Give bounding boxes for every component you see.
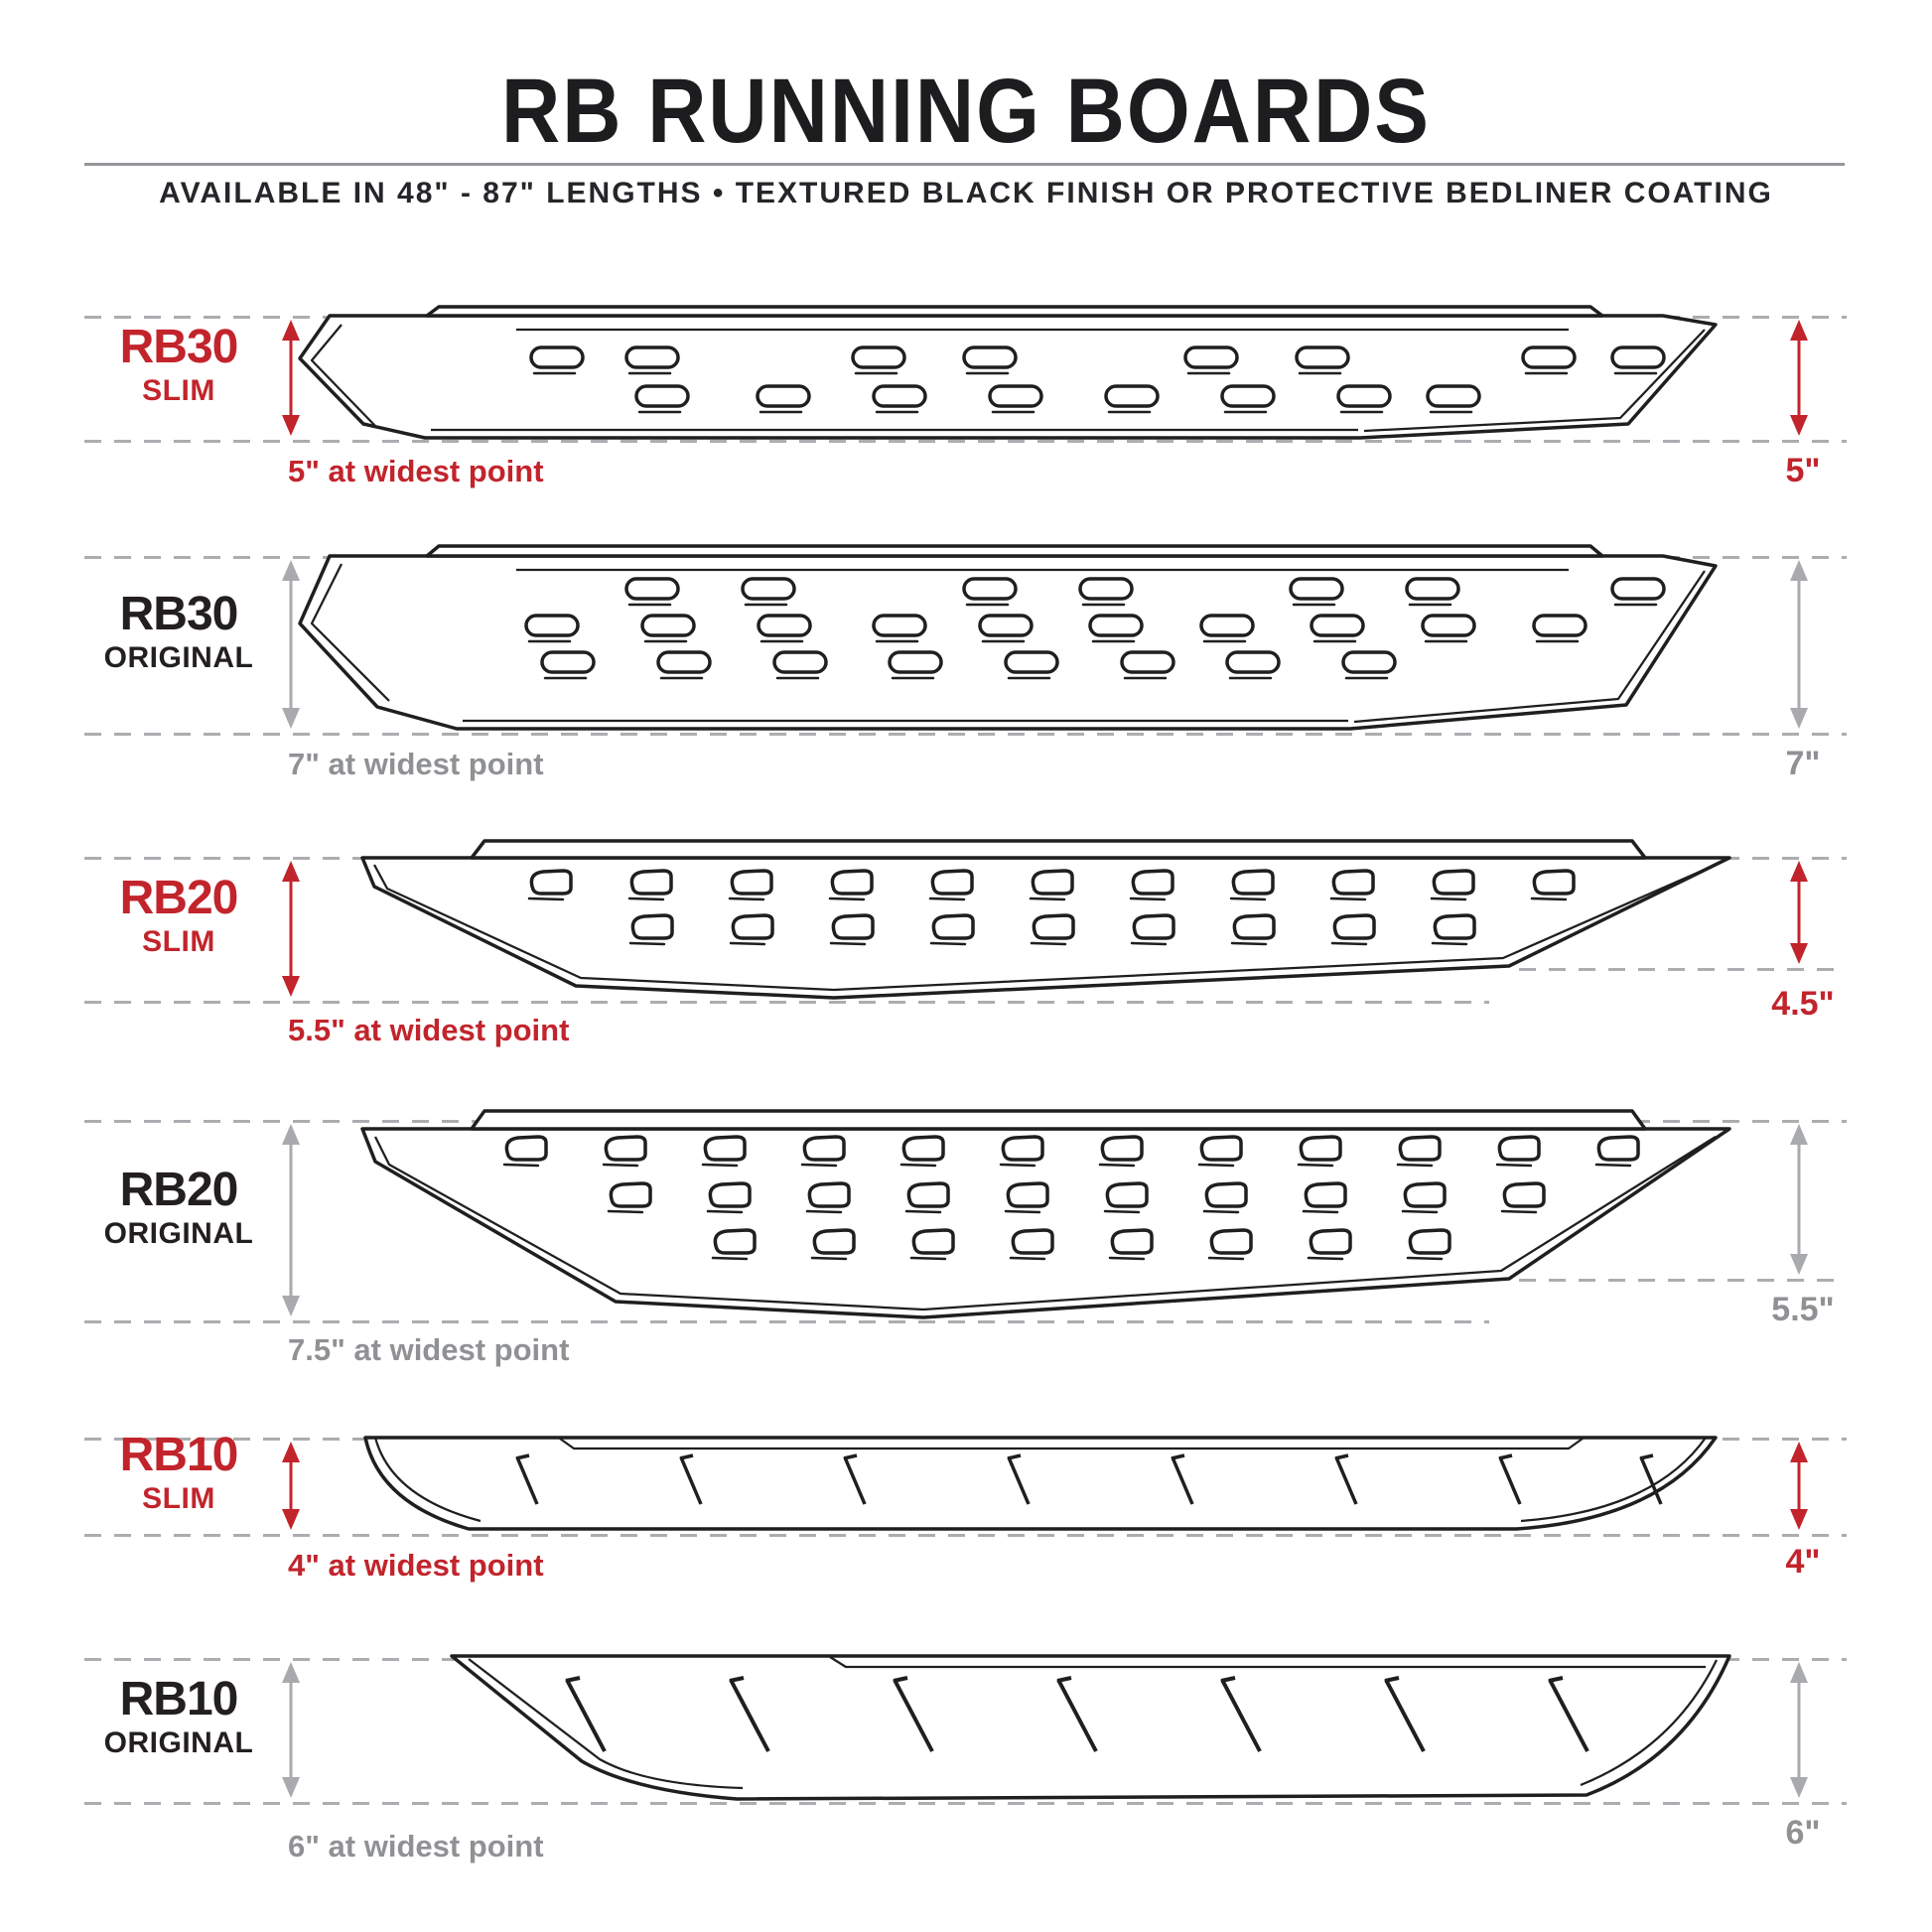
rb10-slim-drawing	[363, 1436, 1718, 1531]
rb20-original-drawing	[360, 1109, 1731, 1319]
dimension-arrow-icon	[282, 560, 300, 729]
right-height-label: 4"	[1785, 1543, 1821, 1581]
guide-dashline	[84, 1001, 1489, 1004]
board-variant: ORIGINAL	[103, 1726, 254, 1759]
dimension-arrow-icon	[282, 320, 300, 436]
dimension-arrow-icon	[1790, 560, 1808, 729]
rb20-slim-drawing	[360, 839, 1731, 1000]
rb10-original-drawing	[450, 1654, 1731, 1801]
rb30-original-drawing	[298, 544, 1718, 731]
dimension-arrow-icon	[1790, 1442, 1808, 1530]
widest-point-label: 5" at widest point	[288, 454, 544, 488]
page-subtitle: AVAILABLE IN 48" - 87" LENGTHS • TEXTURE…	[159, 177, 1773, 209]
dimension-arrow-icon	[1790, 861, 1808, 964]
right-height-label: 5"	[1785, 452, 1821, 489]
widest-point-label: 5.5" at widest point	[288, 1013, 570, 1047]
board-variant: SLIM	[142, 1482, 215, 1515]
board-label: RB10 ORIGINAL	[55, 1674, 303, 1761]
board-name: RB20	[119, 872, 239, 924]
guide-dashline	[84, 733, 1847, 736]
board-name: RB20	[119, 1164, 239, 1216]
rb30-slim-drawing	[298, 305, 1718, 440]
right-height-label: 7"	[1785, 745, 1821, 782]
guide-dashline	[84, 440, 1847, 443]
widest-point-label: 7.5" at widest point	[288, 1332, 570, 1367]
board-label: RB20 ORIGINAL	[55, 1165, 303, 1252]
board-name: RB10	[119, 1429, 239, 1481]
board-name: RB10	[119, 1673, 239, 1725]
dimension-arrow-icon	[282, 1124, 300, 1316]
guide-dashline	[84, 1320, 1489, 1323]
board-label: RB30 ORIGINAL	[55, 589, 303, 676]
header-divider	[84, 163, 1845, 166]
dimension-arrow-icon	[1790, 320, 1808, 436]
dimension-arrow-icon	[282, 1442, 300, 1530]
widest-point-label: 4" at widest point	[288, 1548, 544, 1583]
right-height-label: 6"	[1785, 1814, 1821, 1852]
board-variant: SLIM	[142, 374, 215, 407]
guide-dashline	[1519, 968, 1847, 971]
page-title: RB RUNNING BOARDS	[501, 61, 1431, 163]
board-variant: ORIGINAL	[103, 1217, 254, 1250]
widest-point-label: 6" at widest point	[288, 1829, 544, 1863]
board-variant: SLIM	[142, 925, 215, 958]
widest-point-label: 7" at widest point	[288, 747, 544, 781]
guide-dashline	[84, 1802, 1847, 1805]
dimension-arrow-icon	[1790, 1662, 1808, 1798]
board-label: RB30 SLIM	[55, 322, 303, 409]
right-height-label: 5.5"	[1771, 1291, 1835, 1328]
dimension-arrow-icon	[1790, 1124, 1808, 1275]
guide-dashline	[84, 1534, 1847, 1537]
dimension-arrow-icon	[282, 861, 300, 997]
board-label: RB20 SLIM	[55, 873, 303, 960]
guide-dashline	[1519, 1279, 1847, 1282]
dimension-arrow-icon	[282, 1662, 300, 1798]
board-variant: ORIGINAL	[103, 641, 254, 674]
board-name: RB30	[119, 321, 239, 373]
board-label: RB10 SLIM	[55, 1430, 303, 1517]
board-name: RB30	[119, 588, 239, 640]
right-height-label: 4.5"	[1771, 985, 1835, 1023]
